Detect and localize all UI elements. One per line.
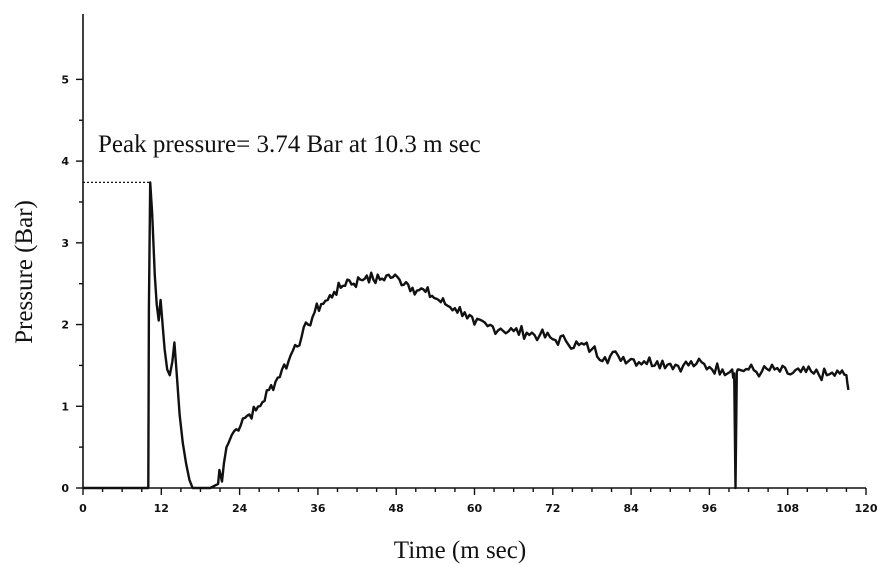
y-tick-label: 0	[61, 482, 69, 495]
y-tick-label: 5	[61, 73, 69, 86]
pressure-series-line	[83, 181, 850, 490]
x-tick-label: 12	[154, 502, 169, 515]
x-tick-label: 36	[310, 502, 326, 515]
x-tick-label: 96	[702, 502, 718, 515]
x-tick-label: 24	[232, 502, 248, 515]
y-tick-label: 4	[61, 155, 69, 168]
x-tick-label: 84	[623, 502, 639, 515]
x-tick-label: 60	[467, 502, 483, 515]
x-tick-label: 48	[389, 502, 404, 515]
y-tick-label: 2	[61, 319, 69, 332]
x-axis-title: Time (m sec)	[394, 537, 526, 564]
x-tick-label: 72	[545, 502, 560, 515]
x-tick-label: 0	[79, 502, 87, 515]
peak-annotation: Peak pressure= 3.74 Bar at 10.3 m sec	[98, 131, 481, 158]
axes	[82, 14, 866, 489]
y-tick-label: 1	[61, 400, 69, 413]
x-tick-label: 120	[855, 502, 878, 515]
y-axis-title: Pressure (Bar)	[11, 200, 38, 344]
x-tick-label: 108	[776, 502, 799, 515]
y-tick-label: 3	[61, 237, 69, 250]
